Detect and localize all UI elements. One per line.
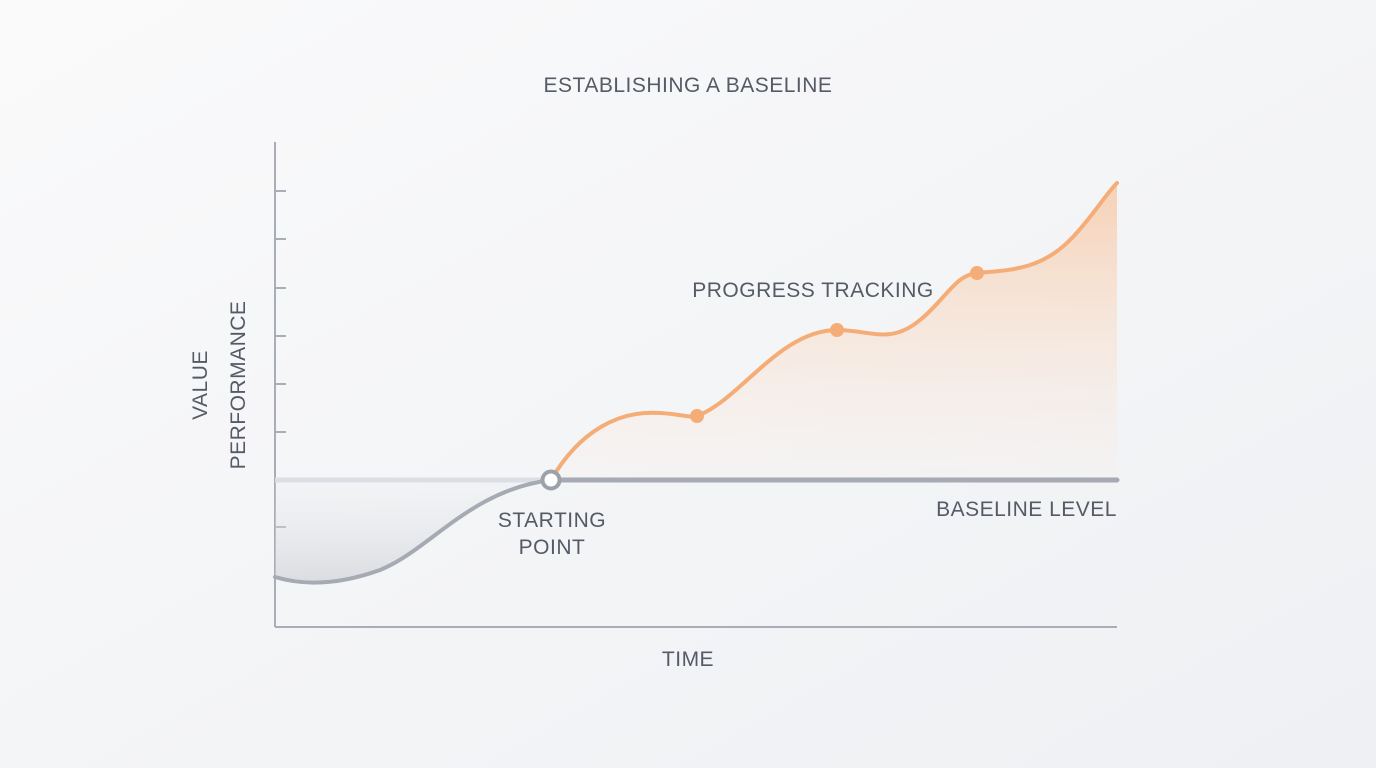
x-axis-label: TIME bbox=[662, 648, 714, 671]
title: ESTABLISHING A BASELINE bbox=[544, 74, 833, 97]
progress-point bbox=[690, 409, 704, 423]
y-axis-label: PERFORMANCE bbox=[227, 301, 250, 470]
baseline-label: BASELINE LEVEL bbox=[936, 498, 1117, 521]
below-baseline-area bbox=[275, 480, 551, 583]
starting-point-label: STARTING bbox=[498, 509, 606, 532]
y-axis-label: VALUE bbox=[189, 350, 212, 420]
progress-label: PROGRESS TRACKING bbox=[692, 279, 934, 302]
progress-point bbox=[970, 266, 984, 280]
pre-baseline-curve bbox=[273, 478, 553, 585]
progress-curve bbox=[549, 181, 1119, 482]
progress-point bbox=[830, 323, 844, 337]
starting-point-label: POINT bbox=[519, 536, 586, 559]
starting-point-marker bbox=[540, 469, 562, 491]
